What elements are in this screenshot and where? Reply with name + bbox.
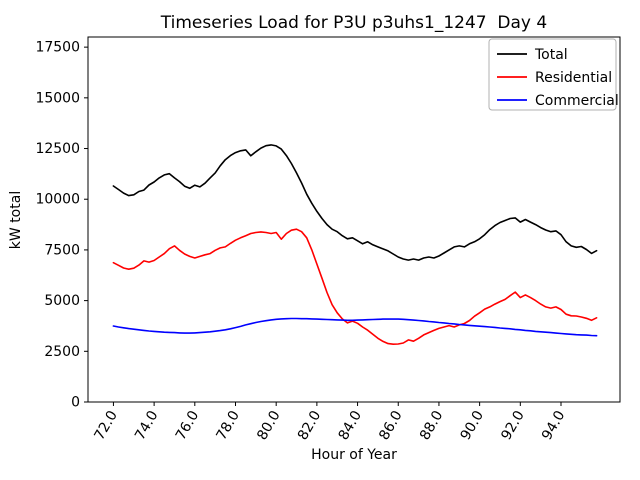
legend: Total Residential Commercial	[488, 38, 619, 111]
legend-label-commercial: Commercial	[535, 93, 619, 109]
y-tick-label: 7500	[44, 242, 80, 258]
series-line-residential	[112, 228, 598, 346]
y-tick-label: 0	[71, 395, 80, 411]
y-tick-label: 2500	[44, 344, 80, 360]
y-tick-label: 10000	[35, 192, 80, 208]
y-tick-label: 5000	[44, 293, 80, 309]
legend-label-total: Total	[534, 47, 568, 63]
series-line-total	[112, 144, 598, 261]
x-axis-label: Hour of Year	[311, 447, 397, 463]
legend-label-residential: Residential	[535, 70, 612, 86]
legend-box	[488, 38, 617, 111]
y-tick-label: 17500	[35, 40, 80, 56]
y-axis-label: kW total	[8, 191, 24, 249]
axes-frame	[87, 36, 621, 403]
chart-title: Timeseries Load for P3U p3uhs1_1247 Day …	[160, 13, 547, 33]
series-lines	[112, 144, 598, 346]
y-tick-label: 12500	[35, 141, 80, 157]
y-tick-label: 15000	[35, 90, 80, 106]
series-line-commercial	[112, 317, 598, 337]
